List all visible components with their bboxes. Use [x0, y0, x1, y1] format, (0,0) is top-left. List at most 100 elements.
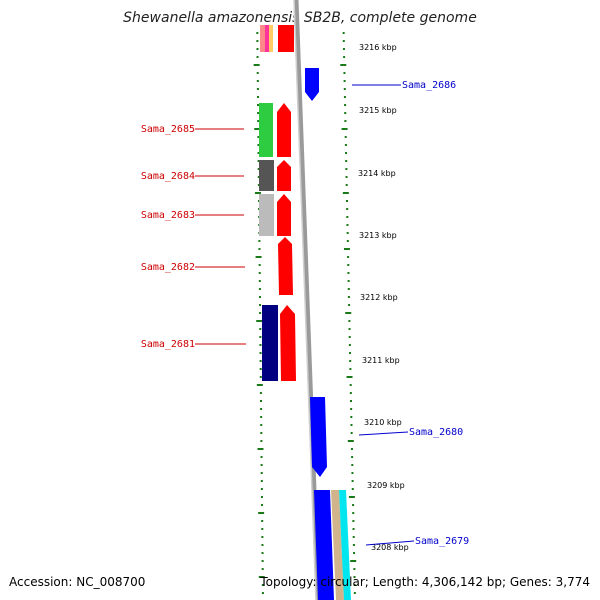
track-dot [259, 368, 262, 370]
track-dot [256, 384, 263, 386]
track-dot [261, 584, 264, 586]
track-dot [344, 136, 347, 138]
gene-leader-line [358, 431, 409, 436]
left-gene-labels[interactable]: Sama_2685 Sama_2684 Sama_2683 Sama_2682 Sama… [141, 124, 246, 350]
genome-summary-text: Topology: circular; Length: 4,306,142 bp… [260, 575, 590, 589]
track-dot [256, 72, 259, 74]
track-dot [257, 168, 260, 170]
track-dot [350, 416, 353, 418]
track-dot [257, 136, 260, 138]
track-dot [261, 528, 264, 530]
track-dot [346, 224, 349, 226]
kbp-label: 3215 kbp [359, 106, 397, 115]
track-dot [259, 352, 262, 354]
track-dot [347, 440, 354, 442]
gene-label-left[interactable]: Sama_2685 [141, 124, 195, 135]
feature-top-partial[interactable] [260, 25, 294, 52]
track-dot [256, 40, 259, 42]
track-dot [351, 464, 354, 466]
track-dot [259, 312, 262, 314]
track-dot [349, 352, 352, 354]
gene-block-sama-2684 [259, 160, 274, 191]
track-dot [353, 584, 356, 586]
track-dot [261, 536, 264, 538]
gene-label-left[interactable]: Sama_2683 [141, 210, 195, 221]
forward-gene-arrows[interactable] [277, 103, 296, 381]
track-dot [351, 488, 354, 490]
track-dot [346, 232, 349, 234]
track-dot [260, 488, 263, 490]
kbp-label: 3216 kbp [359, 43, 397, 52]
track-dot [260, 424, 263, 426]
gene-block-sama-2681 [262, 305, 278, 381]
track-dot [260, 440, 263, 442]
track-dot [350, 408, 353, 410]
track-dot [348, 304, 351, 306]
track-dot [347, 272, 350, 274]
track-dot [348, 320, 351, 322]
gene-label-right[interactable]: Sama_2680 [409, 427, 463, 438]
track-dot [258, 288, 261, 290]
gene-arrow [277, 194, 291, 236]
track-dot [344, 144, 347, 146]
track-dot [344, 120, 347, 122]
track-dot [349, 384, 352, 386]
track-dot [255, 256, 262, 258]
track-dot [259, 304, 262, 306]
track-dot [260, 472, 263, 474]
track-dot [261, 544, 264, 546]
track-dot [350, 400, 352, 402]
track-dot [258, 576, 265, 578]
track-dot [342, 192, 349, 194]
track-dot [256, 96, 259, 98]
track-dot [258, 512, 265, 514]
track-dot [345, 312, 352, 314]
track-dot [350, 424, 353, 426]
track-dot [343, 80, 346, 82]
gene-label-right[interactable]: Sama_2686 [402, 80, 456, 91]
gene-arrow [278, 237, 293, 295]
track-dot [347, 288, 350, 290]
map-title: Shewanella amazonensis SB2B, complete ge… [123, 10, 477, 26]
track-dot [346, 376, 353, 378]
track-dot [256, 80, 259, 82]
kbp-label: 3212 kbp [360, 293, 398, 302]
gene-label-right[interactable]: Sama_2679 [415, 536, 469, 547]
gene-arrow [305, 68, 319, 101]
track-dot [260, 496, 263, 498]
kbp-label: 3214 kbp [358, 169, 396, 178]
dotted-track-left [253, 32, 265, 594]
track-dot [350, 448, 353, 450]
feature-bottom-strips[interactable] [331, 490, 351, 600]
track-dot [350, 432, 353, 434]
track-dot [346, 216, 349, 218]
gene-label-left[interactable]: Sama_2681 [141, 339, 195, 350]
track-dot [260, 416, 263, 418]
track-dot [349, 360, 352, 362]
track-dot [348, 344, 351, 346]
track-dot [346, 200, 348, 202]
track-dot [259, 328, 262, 330]
gene-label-left[interactable]: Sama_2684 [141, 171, 195, 182]
track-dot [256, 320, 263, 322]
track-dot [340, 64, 347, 66]
track-dot [260, 456, 263, 458]
track-dot [347, 264, 350, 266]
track-dot [257, 176, 260, 178]
track-dot [260, 408, 263, 410]
track-dot [259, 360, 262, 362]
track-dot [258, 248, 261, 250]
right-gene-labels[interactable]: Sama_2686 Sama_2680 Sama_2679 [352, 80, 469, 547]
track-dot [348, 336, 351, 338]
gene-label-left[interactable]: Sama_2682 [141, 262, 195, 273]
gene-arrow [277, 160, 291, 191]
track-dot [351, 472, 354, 474]
reverse-gene-arrows[interactable] [305, 68, 334, 600]
track-dot [259, 376, 262, 378]
track-dot [343, 96, 346, 98]
accession-text: Accession: NC_008700 [9, 575, 146, 589]
left-gene-blocks[interactable] [259, 103, 278, 381]
track-dot [342, 48, 345, 50]
genome-backbone [293, 0, 321, 600]
